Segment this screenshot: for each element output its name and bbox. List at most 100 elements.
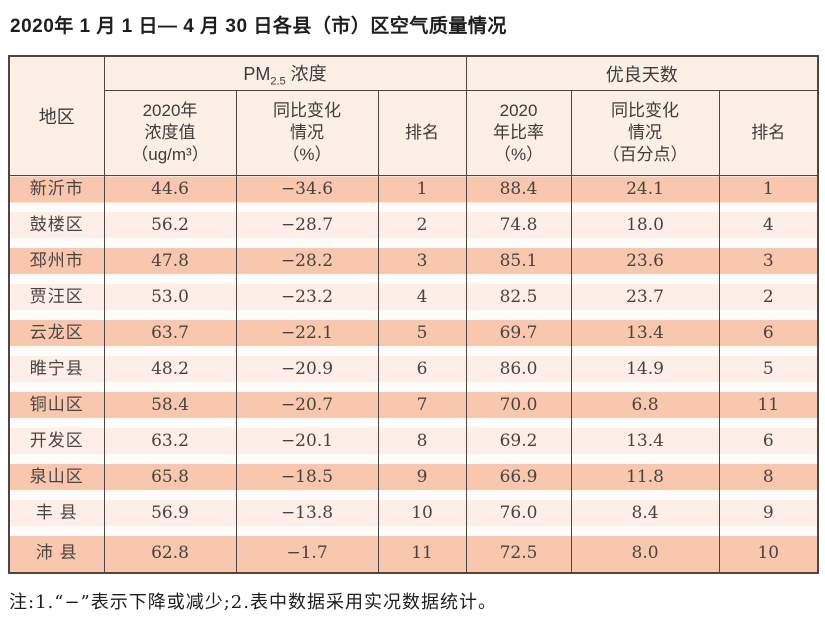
table-row: 睢宁县 48.2 −20.9 6 86.0 14.9 5: [8, 356, 819, 392]
pm-change-cell: −20.7: [235, 392, 379, 428]
pm-value-cell: 47.8: [103, 248, 237, 284]
pm25-label-subscript: 2.5: [270, 75, 286, 88]
days-change-cell: 23.7: [570, 284, 720, 320]
days-rank-cell: 6: [718, 428, 819, 464]
days-value-cell: 74.8: [465, 212, 572, 248]
col-header-pm-value: 2020年 浓度值 （ug/m³）: [103, 90, 237, 176]
pm-change-cell: −22.1: [235, 320, 379, 356]
table-body: 新沂市 44.6 −34.6 1 88.4 24.1 1 鼓楼区 56.2 −2…: [8, 175, 819, 573]
pm-value-cell: 63.2: [103, 428, 237, 464]
pm-rank-cell: 3: [377, 248, 467, 284]
region-cell: 泉山区: [8, 464, 105, 500]
pm-rank-cell: 10: [377, 500, 467, 536]
region-cell: 铜山区: [8, 392, 105, 428]
pm-value-cell: 53.0: [103, 284, 237, 320]
pm-value-cell: 62.8: [103, 536, 237, 573]
table-row: 铜山区 58.4 −20.7 7 70.0 6.8 11: [8, 392, 819, 428]
pm-rank-cell: 11: [377, 536, 467, 573]
col-header-region: 地区: [8, 55, 105, 176]
pm-rank-cell: 2: [377, 212, 467, 248]
pm-rank-cell: 6: [377, 356, 467, 392]
table-row: 开发区 63.2 −20.1 8 69.2 13.4 6: [8, 428, 819, 464]
table-row: 邳州市 47.8 −28.2 3 85.1 23.6 3: [8, 248, 819, 284]
pm-change-cell: −23.2: [235, 284, 379, 320]
table-row: 丰 县 56.9 −13.8 10 76.0 8.4 9: [8, 500, 819, 536]
days-rank-cell: 4: [718, 212, 819, 248]
days-rank-cell: 8: [718, 464, 819, 500]
days-value-cell: 86.0: [465, 356, 572, 392]
days-change-cell: 8.4: [570, 500, 720, 536]
days-change-cell: 8.0: [570, 536, 720, 573]
pm-value-cell: 58.4: [103, 392, 237, 428]
days-value-cell: 85.1: [465, 248, 572, 284]
table-row: 泉山区 65.8 −18.5 9 66.9 11.8 8: [8, 464, 819, 500]
table-row: 云龙区 63.7 −22.1 5 69.7 13.4 6: [8, 320, 819, 356]
col-header-days-rate: 2020 年比率 （%）: [465, 90, 572, 176]
region-cell: 沛 县: [8, 536, 105, 573]
sub-header-row: 2020年 浓度值 （ug/m³） 同比变化 情况 （%） 排名 2020 年比…: [9, 90, 819, 176]
region-cell: 鼓楼区: [8, 212, 105, 248]
days-rank-cell: 2: [718, 284, 819, 320]
days-value-cell: 76.0: [465, 500, 572, 536]
pm-value-cell: 44.6: [103, 175, 237, 212]
pm-rank-cell: 8: [377, 428, 467, 464]
pm-change-cell: −18.5: [235, 464, 379, 500]
days-change-cell: 23.6: [570, 248, 720, 284]
footnote: 注:1.“−”表示下降或减少;2.表中数据采用实况数据统计。: [9, 592, 497, 613]
pm-change-cell: −28.7: [235, 212, 379, 248]
pm-value-cell: 56.9: [103, 500, 237, 536]
pm-change-cell: −13.8: [235, 500, 379, 536]
days-rank-cell: 6: [718, 320, 819, 356]
pm-change-cell: −1.7: [235, 536, 379, 573]
table-row: 鼓楼区 56.2 −28.7 2 74.8 18.0 4: [8, 212, 819, 248]
pm-rank-cell: 5: [377, 320, 467, 356]
days-change-cell: 14.9: [570, 356, 720, 392]
days-change-cell: 18.0: [570, 212, 720, 248]
days-rank-cell: 11: [718, 392, 819, 428]
days-change-cell: 13.4: [570, 428, 720, 464]
region-cell: 丰 县: [8, 500, 105, 536]
days-value-cell: 66.9: [465, 464, 572, 500]
pm-value-cell: 48.2: [103, 356, 237, 392]
pm-change-cell: −20.9: [235, 356, 379, 392]
pm-rank-cell: 4: [377, 284, 467, 320]
col-header-days-change: 同比变化 情况 （百分点）: [570, 90, 720, 176]
col-header-days-rank: 排名: [718, 90, 819, 176]
pm-rank-cell: 9: [377, 464, 467, 500]
days-change-cell: 24.1: [570, 175, 720, 212]
col-group-pm25: PM2.5 浓度: [103, 55, 467, 91]
days-value-cell: 69.7: [465, 320, 572, 356]
region-cell: 云龙区: [8, 320, 105, 356]
days-rank-cell: 1: [718, 175, 819, 212]
pm-value-cell: 63.7: [103, 320, 237, 356]
pm-change-cell: −20.1: [235, 428, 379, 464]
days-change-cell: 6.8: [570, 392, 720, 428]
days-change-cell: 11.8: [570, 464, 720, 500]
days-value-cell: 69.2: [465, 428, 572, 464]
table-row: 沛 县 62.8 −1.7 11 72.5 8.0 10: [8, 536, 819, 573]
col-group-good-days: 优良天数: [465, 55, 819, 91]
region-cell: 睢宁县: [8, 356, 105, 392]
pm-value-cell: 56.2: [103, 212, 237, 248]
days-rank-cell: 10: [718, 536, 819, 573]
pm-rank-cell: 1: [377, 175, 467, 212]
table-header: 地区 PM2.5 浓度 优良天数 2020年 浓度值 （ug/m³） 同比变化 …: [8, 55, 819, 176]
pm-change-cell: −34.6: [235, 175, 379, 212]
days-value-cell: 88.4: [465, 175, 572, 212]
pm-value-cell: 65.8: [103, 464, 237, 500]
table-row: 贾汪区 53.0 −23.2 4 82.5 23.7 2: [8, 284, 819, 320]
region-cell: 新沂市: [8, 175, 105, 212]
col-header-pm-change: 同比变化 情况 （%）: [235, 90, 379, 176]
table-row: 新沂市 44.6 −34.6 1 88.4 24.1 1: [8, 175, 819, 212]
days-rank-cell: 5: [718, 356, 819, 392]
pm-change-cell: −28.2: [235, 248, 379, 284]
region-cell: 贾汪区: [8, 284, 105, 320]
region-cell: 开发区: [8, 428, 105, 464]
days-value-cell: 82.5: [465, 284, 572, 320]
pm25-label-suffix: 浓度: [285, 63, 327, 84]
pm-rank-cell: 7: [377, 392, 467, 428]
days-value-cell: 70.0: [465, 392, 572, 428]
days-rank-cell: 9: [718, 500, 819, 536]
pm25-label-prefix: PM: [243, 63, 271, 84]
